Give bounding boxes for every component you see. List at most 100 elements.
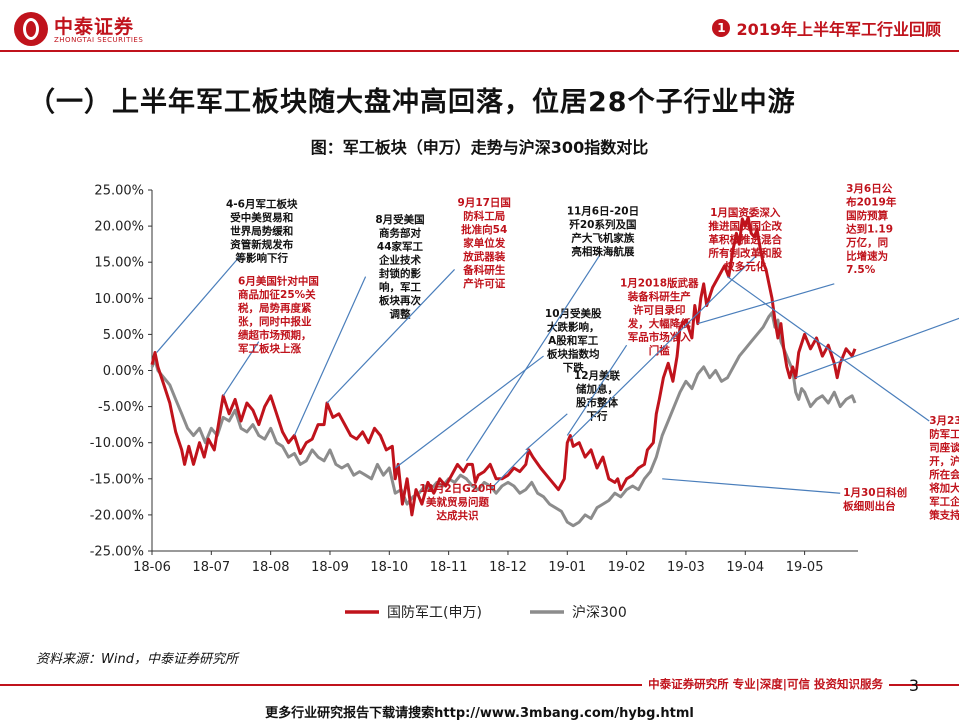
- annotation-line: 板块指数均: [547, 348, 600, 361]
- x-tick-label: 18-10: [370, 560, 408, 575]
- annotation-text: 1月30日科创板细则出台: [843, 486, 907, 513]
- x-tick-label: 18-07: [192, 560, 230, 575]
- header-divider: [0, 50, 959, 52]
- section-number-badge: 1: [712, 19, 731, 37]
- section-title: 2019年上半年军工行业回顾: [736, 20, 941, 39]
- annotation-line: 储加息，: [576, 383, 618, 396]
- annotation-leader-line: [795, 317, 959, 379]
- annotation-line: 8月受美国: [375, 213, 424, 226]
- annotation-line: 板细则出台: [843, 500, 896, 513]
- annotation-line: 9月17日国: [458, 197, 511, 209]
- x-tick-label: 19-05: [786, 560, 824, 575]
- legend-label-csi300: 沪深300: [572, 605, 627, 621]
- annotation-line: 国防预算: [846, 209, 888, 222]
- y-tick-label: 15.00%: [94, 256, 144, 271]
- annotation-line: 板块再次: [379, 294, 421, 307]
- annotation-leader-line: [326, 269, 456, 404]
- annotation-leader-line: [156, 254, 242, 353]
- annotation-line: 大跌影响，: [547, 321, 600, 334]
- annotation-line: 推进国资国企改: [709, 219, 783, 232]
- annotation-leader-line: [489, 449, 530, 491]
- logo-mark-icon: [14, 12, 48, 46]
- annotation-text: 9月17日国防科工局批准向54 家单位发放武器装备科研生产许可证: [458, 197, 511, 290]
- annotation-text: 1月2018版武器装备科研生产许可目录印发，大幅降低军品市场准入门槛: [620, 277, 699, 358]
- annotation-line: 美就贸易问题: [426, 495, 489, 508]
- annotation-text: 3月6日公布2019年国防预算达到1.19 万亿，同比增速为 7.5%: [845, 183, 897, 276]
- annotation-line: 下跌: [563, 361, 584, 374]
- y-tick-label: -25.00%: [90, 545, 144, 560]
- annotation-line: 比增速为: [846, 250, 888, 263]
- annotation-line: 44家军工: [377, 240, 424, 253]
- annotation-leader-line: [662, 478, 841, 494]
- y-tick-label: -20.00%: [90, 508, 144, 523]
- annotation-line: 绩超市场预期，: [238, 329, 312, 342]
- annotation-line: 军工企业的政: [929, 495, 959, 508]
- annotation-text: 1月国资委深入推进国资国企改革积极推进混合所有制改革和股权多元化: [709, 206, 783, 273]
- annotation-line: 11月6日-20日: [567, 206, 639, 218]
- annotation-line: 达成共识: [437, 509, 479, 522]
- annotation-line: 放武器装: [462, 250, 505, 263]
- annotation-text: 12月2日G20中美就贸易问题达成共识: [419, 482, 496, 522]
- x-tick-label: 18-09: [311, 560, 349, 575]
- x-tick-label: 19-04: [726, 560, 764, 575]
- annotation-text: 11月6日-20日歼20系列及国产大飞机家族亮相珠海航展: [567, 206, 639, 259]
- annotation-line: 响，军工: [379, 281, 421, 294]
- slide-title: （一）上半年军工板块随大盘冲高回落，位居28个子行业中游: [28, 87, 796, 118]
- annotation-line: 亮相珠海航展: [571, 245, 634, 258]
- annotation-line: 发，大幅降低: [627, 317, 691, 330]
- annotation-line: 下行: [586, 410, 607, 423]
- annotation-line: 税，局势再度紧: [238, 302, 312, 315]
- annotation-line: 商品加征25%关: [238, 288, 316, 301]
- x-tick-label: 18-11: [430, 560, 468, 575]
- annotation-leader-line: [727, 276, 930, 422]
- x-tick-label: 19-01: [548, 560, 586, 575]
- series-line-defense: [150, 215, 857, 517]
- annotation-line: 军品市场准入: [628, 331, 691, 344]
- annotation-line: 装备科研生产: [627, 290, 691, 303]
- annotation-leader-line: [569, 254, 758, 440]
- annotation-line: 产许可证: [463, 277, 505, 290]
- annotation-leader-line: [465, 254, 601, 462]
- annotation-line: 张，同时中报业: [238, 315, 312, 328]
- series-line-csi300: [150, 311, 857, 528]
- annotation-line: 1月30日科创: [843, 486, 907, 499]
- annotation-leader-line: [525, 413, 568, 451]
- annotation-line: 开，沪深交易: [929, 454, 959, 467]
- footer-tagline: 中泰证券研究所 专业|深度|可信 投资知识服务: [642, 676, 889, 692]
- y-tick-label: 0.00%: [103, 364, 144, 379]
- annotation-line: 10月受美股: [545, 307, 602, 320]
- annotation-line: 备科研生: [462, 263, 505, 276]
- annotation-line: 策支持力度: [928, 508, 959, 521]
- annotation-line: 7.5%: [846, 264, 876, 276]
- annotation-leader-line: [566, 344, 628, 436]
- annotation-line: 歼20系列及国: [568, 218, 636, 231]
- annotation-line: 受中美贸易和: [230, 211, 293, 224]
- annotation-line: 万亿，同: [845, 236, 888, 249]
- annotation-leader-line: [222, 341, 260, 397]
- annotation-line: 12月美联: [574, 369, 621, 382]
- logo-text-en: ZHONGTAI SECURITIES: [54, 36, 144, 44]
- annotation-line: 调整: [389, 308, 410, 321]
- company-logo: 中泰证券 ZHONGTAI SECURITIES: [14, 10, 144, 50]
- annotation-line: 1月国资委深入: [710, 206, 781, 219]
- annotation-line: 等影响下行: [235, 251, 289, 264]
- annotation-line: 所有制改革和股: [709, 246, 783, 259]
- annotation-line: 封锁的影: [379, 267, 421, 280]
- annotation-line: 军工板块上涨: [238, 342, 301, 355]
- annotation-line: 世界局势缓和: [230, 224, 293, 237]
- x-tick-label: 19-02: [608, 560, 646, 575]
- logo-text-cn: 中泰证券: [54, 16, 135, 38]
- annotation-line: 许可目录印: [633, 304, 686, 317]
- download-link-text[interactable]: 更多行业研究报告下载请搜索http://www.3mbang.com/hybg.…: [265, 706, 694, 721]
- footer-divider: [0, 684, 959, 686]
- annotation-leader-line: [394, 355, 544, 469]
- annotation-line: 6月美国针对中国: [238, 275, 319, 288]
- annotation-text: 10月受美股大跌影响， A股和军工板块指数均下跌: [545, 307, 602, 374]
- annotation-leader-line: [293, 276, 367, 436]
- annotation-line: 防科工局: [463, 209, 505, 222]
- x-tick-label: 18-08: [252, 560, 290, 575]
- y-tick-label: -5.00%: [98, 400, 144, 415]
- annotation-line: 司座谈会召: [929, 441, 959, 454]
- legend-label-defense: 国防军工(申万): [387, 605, 482, 621]
- annotation-line: 所在会上表示: [929, 468, 959, 481]
